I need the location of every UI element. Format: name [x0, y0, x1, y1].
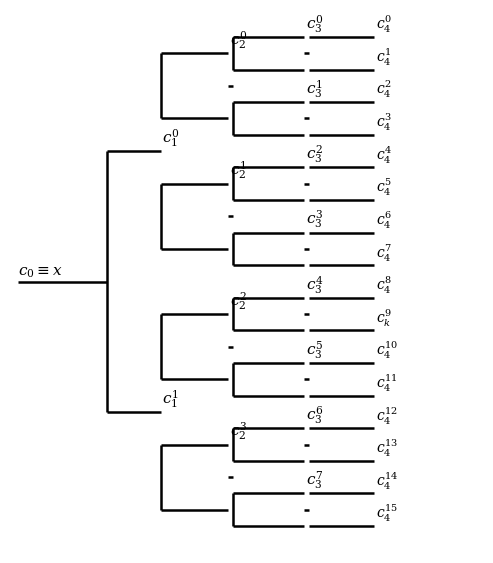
- Text: $c_2^1$: $c_2^1$: [230, 159, 246, 181]
- Text: $c_4^3$: $c_4^3$: [376, 112, 392, 133]
- Text: $c_4^{13}$: $c_4^{13}$: [376, 438, 398, 459]
- Text: $c_2^0$: $c_2^0$: [230, 29, 247, 51]
- Text: $c_4^7$: $c_4^7$: [376, 242, 392, 263]
- Text: $c_4^1$: $c_4^1$: [376, 47, 391, 68]
- Text: $c_3^6$: $c_3^6$: [306, 404, 323, 426]
- Text: $c_4^5$: $c_4^5$: [376, 177, 392, 198]
- Text: $c_4^2$: $c_4^2$: [376, 79, 391, 100]
- Text: $c_3^4$: $c_3^4$: [306, 274, 323, 296]
- Text: $c_1^0$: $c_1^0$: [162, 127, 180, 149]
- Text: $c_1^1$: $c_1^1$: [162, 388, 179, 410]
- Text: $c_4^8$: $c_4^8$: [376, 275, 392, 296]
- Text: $c_3^1$: $c_3^1$: [306, 78, 322, 100]
- Text: $c_4^{11}$: $c_4^{11}$: [376, 373, 397, 394]
- Text: $c_4^{14}$: $c_4^{14}$: [376, 471, 398, 492]
- Text: $c_3^2$: $c_3^2$: [306, 143, 323, 165]
- Text: $c_4^{15}$: $c_4^{15}$: [376, 503, 398, 524]
- Text: $c_k^9$: $c_k^9$: [376, 307, 392, 329]
- Text: $c_2^3$: $c_2^3$: [230, 421, 246, 443]
- Text: $c_3^3$: $c_3^3$: [306, 208, 323, 230]
- Text: $c_4^4$: $c_4^4$: [376, 144, 392, 166]
- Text: $c_3^5$: $c_3^5$: [306, 339, 323, 361]
- Text: $c_4^{10}$: $c_4^{10}$: [376, 340, 398, 361]
- Text: $c_3^0$: $c_3^0$: [306, 13, 323, 35]
- Text: $c_4^{12}$: $c_4^{12}$: [376, 405, 398, 427]
- Text: $c_2^2$: $c_2^2$: [230, 290, 246, 312]
- Text: $c_4^0$: $c_4^0$: [376, 14, 392, 35]
- Text: $c_4^6$: $c_4^6$: [376, 209, 392, 231]
- Text: $c_0 \equiv x$: $c_0 \equiv x$: [18, 265, 62, 280]
- Text: $c_3^7$: $c_3^7$: [306, 470, 323, 491]
